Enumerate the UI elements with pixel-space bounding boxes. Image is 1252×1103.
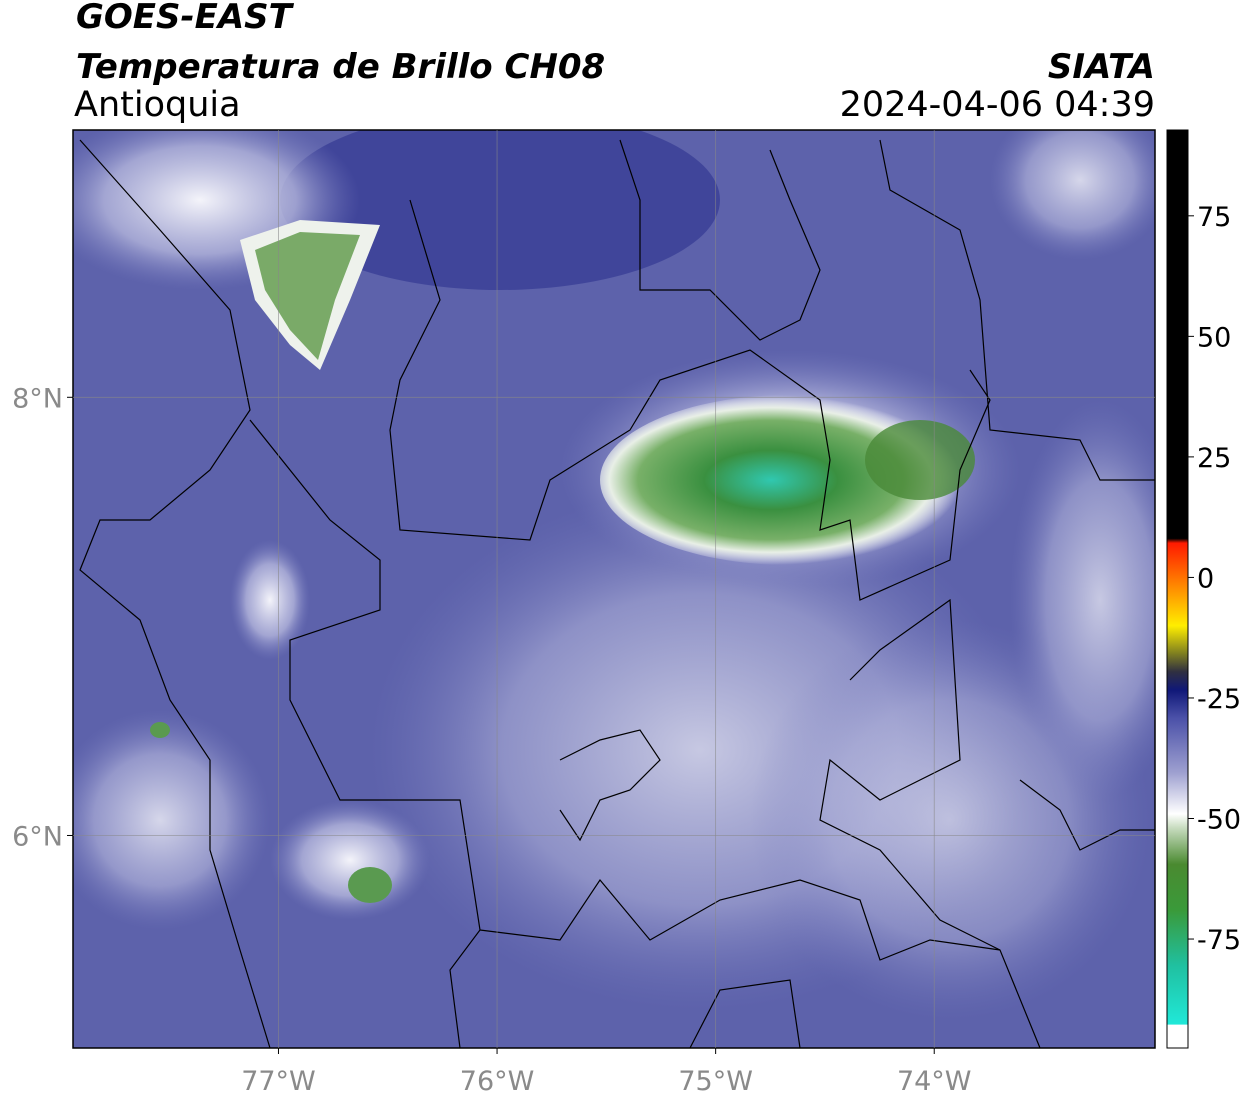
borders [79, 139, 1155, 1048]
datetime: 2024-04-06 04:39 [840, 85, 1155, 125]
colorbar [1166, 129, 1189, 1049]
x-tick-label: 77°W [241, 1066, 316, 1097]
y-tick-label: 8°N [12, 383, 63, 414]
colorbar-tick-label: 25 [1197, 443, 1231, 474]
x-tick-label: 76°W [460, 1066, 535, 1097]
colorbar-tick-label: 50 [1197, 322, 1231, 353]
x-tick-label: 74°W [897, 1066, 972, 1097]
colorbar-tick-label: 75 [1197, 202, 1231, 233]
y-tick-label: 6°N [12, 821, 63, 852]
colorbar-tick-label: -75 [1197, 925, 1241, 956]
title: GOES-EAST [76, 0, 295, 37]
colorbar-tick-label: -25 [1197, 684, 1241, 715]
source: SIATA [1048, 47, 1155, 87]
satellite-image [73, 130, 1155, 1048]
region: Antioquia [74, 85, 241, 125]
colorbar-tick-label: -50 [1197, 805, 1241, 836]
map-frame [72, 129, 1156, 1049]
subtitle: Temperatura de Brillo CH08 [76, 47, 605, 87]
x-tick-label: 75°W [678, 1066, 753, 1097]
colorbar-tick-label: 0 [1197, 563, 1214, 594]
